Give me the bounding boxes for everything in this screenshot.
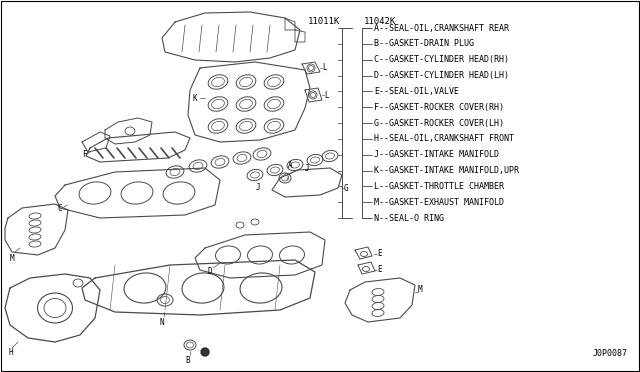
Text: K: K <box>193 93 197 103</box>
Text: E: E <box>377 266 381 275</box>
Text: D--GASKET-CYLINDER HEAD(LH): D--GASKET-CYLINDER HEAD(LH) <box>374 71 509 80</box>
Text: A: A <box>288 161 292 170</box>
Text: C--GASKET-CYLINDER HEAD(RH): C--GASKET-CYLINDER HEAD(RH) <box>374 55 509 64</box>
Text: L: L <box>322 62 326 71</box>
Text: L: L <box>324 90 328 99</box>
Text: J0P0087: J0P0087 <box>593 349 628 358</box>
Text: M: M <box>418 285 422 295</box>
Text: A--SEAL-OIL,CRANKSHAFT REAR: A--SEAL-OIL,CRANKSHAFT REAR <box>374 23 509 32</box>
Text: 11011K: 11011K <box>308 17 340 26</box>
Text: B: B <box>186 356 190 365</box>
Text: J--GASKET-INTAKE MANIFOLD: J--GASKET-INTAKE MANIFOLD <box>374 150 499 159</box>
Text: E: E <box>377 250 381 259</box>
Text: D: D <box>207 267 212 276</box>
Text: C: C <box>58 203 62 212</box>
Text: 11042K: 11042K <box>364 17 396 26</box>
Text: F: F <box>83 150 87 158</box>
Text: K--GASKET-INTAKE MANIFOLD,UPR: K--GASKET-INTAKE MANIFOLD,UPR <box>374 166 519 175</box>
Text: E--SEAL-OIL,VALVE: E--SEAL-OIL,VALVE <box>374 87 459 96</box>
Circle shape <box>201 348 209 356</box>
Text: J: J <box>305 164 310 173</box>
Text: M: M <box>10 254 15 263</box>
Text: H: H <box>8 348 13 357</box>
Text: N--SEAL-O RING: N--SEAL-O RING <box>374 214 444 222</box>
Text: B--GASKET-DRAIN PLUG: B--GASKET-DRAIN PLUG <box>374 39 474 48</box>
Text: L--GASKET-THROTTLE CHAMBER: L--GASKET-THROTTLE CHAMBER <box>374 182 504 191</box>
Text: F--GASKET-ROCKER COVER(RH): F--GASKET-ROCKER COVER(RH) <box>374 103 504 112</box>
Text: M--GASKET-EXHAUST MANIFOLD: M--GASKET-EXHAUST MANIFOLD <box>374 198 504 207</box>
Text: G: G <box>344 183 349 192</box>
Text: J: J <box>256 183 260 192</box>
Text: N: N <box>160 318 164 327</box>
Text: H--SEAL-OIL,CRANKSHAFT FRONT: H--SEAL-OIL,CRANKSHAFT FRONT <box>374 134 514 143</box>
Text: G--GASKET-ROCKER COVER(LH): G--GASKET-ROCKER COVER(LH) <box>374 119 504 128</box>
